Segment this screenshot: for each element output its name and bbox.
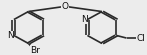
Text: N: N (81, 15, 87, 24)
Text: Br: Br (30, 46, 40, 55)
Text: O: O (62, 2, 69, 11)
Text: Cl: Cl (136, 34, 145, 43)
Text: N: N (7, 31, 14, 40)
